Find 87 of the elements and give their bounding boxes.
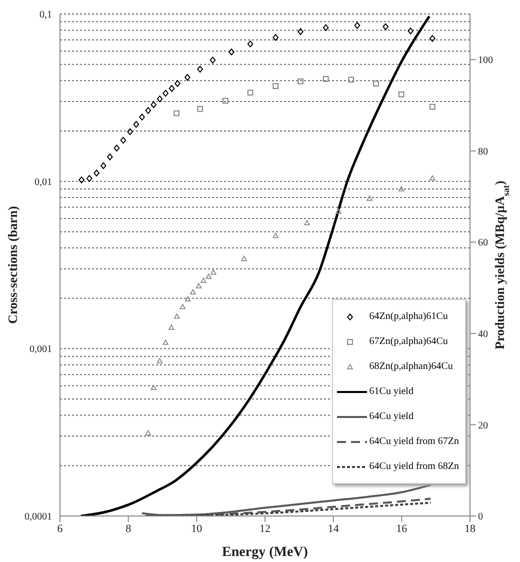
point [184, 296, 191, 302]
point [145, 430, 152, 436]
legend-label: 64Cu yield from 68Zn [369, 461, 459, 472]
point [196, 283, 202, 288]
point [168, 324, 174, 330]
point [114, 144, 120, 152]
y2-tick-label: 40 [478, 329, 488, 340]
legend-label: 64Zn(p,alpha)61Cu [369, 311, 448, 322]
x-tick-label: 10 [191, 522, 203, 535]
point [106, 153, 113, 160]
point [168, 85, 175, 92]
point [398, 91, 404, 98]
point [174, 80, 180, 87]
y-tick-label: 0,01 [34, 176, 52, 188]
point [162, 340, 168, 345]
point [150, 101, 157, 108]
point [139, 114, 145, 121]
x-axis-title: Energy (MeV) [222, 545, 308, 560]
point [127, 128, 133, 136]
point [156, 95, 163, 102]
point [100, 162, 106, 170]
point [322, 76, 329, 82]
legend-label: 68Zn(p,alphan)64Cu [369, 361, 453, 372]
y-tick-label: 0,001 [30, 344, 52, 356]
point [197, 66, 203, 73]
point [241, 256, 248, 262]
y-axis-title: Cross-sections (barn) [5, 206, 20, 324]
point [272, 232, 278, 238]
y2-tick-label: 80 [478, 146, 488, 158]
x-tick-label: 12 [260, 522, 270, 535]
point [228, 48, 234, 56]
point [354, 22, 360, 29]
point [174, 110, 180, 116]
point [430, 104, 436, 110]
point [408, 28, 414, 34]
point [162, 90, 168, 97]
y-tick-label: 0,0001 [24, 512, 52, 523]
y2-tick-label: 60 [478, 238, 488, 249]
point [366, 196, 372, 201]
point [150, 384, 157, 390]
point [120, 136, 126, 144]
point [322, 24, 329, 32]
x-tick-label: 8 [126, 522, 132, 535]
point [156, 358, 163, 364]
point [94, 170, 100, 176]
line-series [144, 502, 432, 516]
y2-tick-label: 20 [478, 420, 488, 432]
point [180, 304, 186, 310]
x-tick-label: 6 [57, 522, 64, 535]
point [184, 74, 190, 81]
line-series [141, 484, 432, 516]
point [373, 80, 379, 86]
point [247, 40, 254, 48]
point [210, 56, 216, 64]
legend-label: 64Cu yield from 67Zn [369, 436, 459, 447]
point [200, 278, 206, 284]
y2-tick-label: 100 [478, 55, 493, 66]
point [210, 269, 216, 275]
point [430, 35, 436, 42]
y2-tick-label: 0 [478, 512, 483, 523]
point [298, 78, 304, 84]
point [206, 274, 212, 279]
point [398, 186, 404, 192]
legend-label: 61Cu yield [369, 386, 414, 397]
point [133, 120, 140, 128]
point [430, 175, 436, 181]
point [190, 289, 196, 294]
x-tick-label: 14 [328, 522, 340, 535]
legend-label: 64Cu yield [369, 411, 414, 422]
x-tick-label: 18 [464, 522, 476, 535]
point [298, 28, 304, 35]
point [247, 90, 254, 96]
point [382, 23, 389, 30]
legend-label: 67Zn(p,alpha)64Cu [369, 336, 448, 347]
point [222, 98, 228, 104]
x-tick-label: 16 [396, 522, 408, 535]
point [272, 83, 278, 89]
point [86, 175, 92, 182]
point [304, 220, 310, 226]
point [174, 313, 180, 319]
point [197, 106, 203, 112]
point [272, 34, 278, 41]
point [145, 107, 152, 114]
point [78, 176, 84, 184]
point [336, 208, 342, 214]
point [348, 76, 354, 83]
y-tick-label: 0,1 [40, 10, 52, 21]
